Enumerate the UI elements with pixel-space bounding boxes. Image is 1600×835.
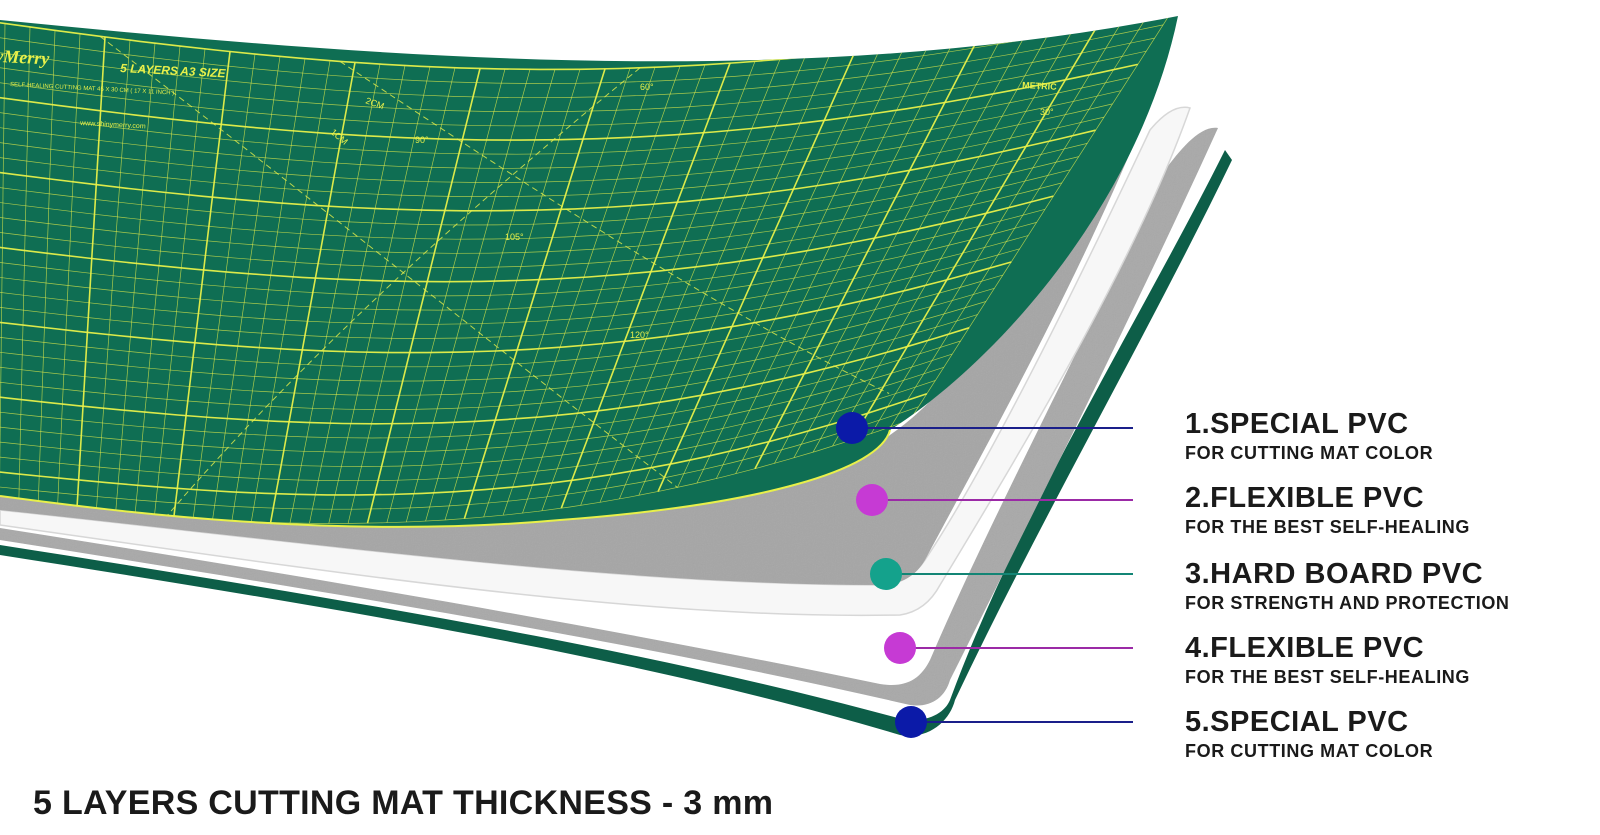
layer-5-subtitle: FOR CUTTING MAT COLOR	[1185, 741, 1434, 761]
mat-grid-line-horizontal	[0, 37, 1155, 113]
mat-grid-line-horizontal	[0, 208, 1046, 297]
layer-3-marker-dot	[870, 558, 902, 590]
layer-2-title: 2.FLEXIBLE PVC	[1185, 482, 1425, 514]
layer-1-subtitle: FOR CUTTING MAT COLOR	[1185, 443, 1434, 463]
mat-grid-line-horizontal	[0, 16, 1172, 84]
layer-2-subtitle: FOR THE BEST SELF-HEALING	[1185, 517, 1470, 537]
mat-grid-line-horizontal	[0, 261, 1012, 354]
layer-2-marker-dot	[856, 484, 888, 516]
mat-grid-line-horizontal	[0, 380, 936, 482]
mat-grid-line-horizontal	[0, 169, 1071, 254]
mat-website: www.shinymerry.com	[79, 120, 146, 130]
layer-3-label: 3.HARD BOARD PVC FOR STRENGTH AND PROTEC…	[1185, 558, 1510, 614]
layer-4-label: 4.FLEXIBLE PVC FOR THE BEST SELF-HEALING	[1185, 632, 1470, 688]
mat-grid-line-horizontal	[0, 392, 928, 496]
layer-4-marker-dot	[884, 632, 916, 664]
mat-grid-line-horizontal	[0, 24, 1164, 99]
layer-2-label: 2.FLEXIBLE PVC FOR THE BEST SELF-HEALING	[1185, 482, 1470, 538]
mat-angle-label: 30°	[1040, 107, 1054, 117]
thickness-caption: 5 LAYERS CUTTING MAT THICKNESS - 3 mm	[33, 784, 774, 822]
mat-surface-fill	[0, 16, 1178, 527]
mat-grid	[0, 16, 1178, 524]
mat-grid-line-horizontal	[0, 340, 961, 439]
mat-product-line: 5 LAYERS	[120, 61, 178, 78]
layer-5-label: 5.SPECIAL PVC FOR CUTTING MAT COLOR	[1185, 706, 1433, 762]
mat-grid-line-horizontal	[0, 287, 995, 382]
layer-5-title: 5.SPECIAL PVC	[1185, 706, 1409, 738]
mat-grid-line-horizontal	[0, 274, 1003, 368]
layer-4-subtitle: FOR THE BEST SELF-HEALING	[1185, 667, 1470, 687]
mat-grid-line-horizontal	[0, 314, 978, 410]
layer-1-mat-surface: ShinyMerry 5 LAYERS A3 SIZE SELF-HEALING…	[0, 16, 1178, 528]
layer-3-title: 3.HARD BOARD PVC	[1185, 558, 1484, 590]
mat-grid-line-horizontal	[0, 90, 1121, 169]
layer-5-marker-dot	[895, 706, 927, 738]
mat-angle-label: 90°	[415, 135, 429, 145]
mat-brand: ShinyMerry	[0, 44, 51, 69]
layer-3-subtitle: FOR STRENGTH AND PROTECTION	[1185, 593, 1510, 613]
mat-grid-line-horizontal	[0, 366, 944, 467]
mat-grid-line-horizontal	[0, 129, 1096, 212]
mat-grid-line-horizontal	[0, 222, 1037, 311]
mat-unit-label: METRIC	[1022, 80, 1057, 92]
mat-grid-line-horizontal	[0, 235, 1029, 325]
layer-callouts	[836, 412, 1133, 738]
mat-grid-line-horizontal	[0, 103, 1113, 183]
mat-angle-label: 120°	[630, 330, 649, 340]
mat-grid-line-horizontal	[0, 77, 1130, 155]
mat-grid-line-horizontal	[0, 353, 953, 453]
layer-1-marker-dot	[836, 412, 868, 444]
mat-angle-guide	[339, 60, 890, 394]
mat-angle-guide	[99, 35, 678, 488]
mat-edge-highlight	[0, 429, 891, 528]
mat-size-label: A3 SIZE	[179, 64, 227, 80]
mat-grid-line-horizontal	[0, 63, 1138, 141]
mat-grid-line-horizontal	[0, 301, 987, 396]
mat-angle-guide	[165, 67, 641, 518]
mat-grid-line-horizontal	[0, 248, 1020, 339]
mat-angle-label: 60°	[640, 82, 654, 92]
mat-angle-label: 105°	[505, 232, 524, 242]
mat-grid-line-horizontal	[0, 143, 1088, 226]
layer-4-title: 4.FLEXIBLE PVC	[1185, 632, 1425, 664]
mat-grid-line-horizontal	[0, 182, 1062, 268]
layer-1-label: 1.SPECIAL PVC FOR CUTTING MAT COLOR	[1185, 408, 1433, 464]
mat-grid-line-horizontal	[0, 406, 919, 510]
mat-grid-line-horizontal	[0, 156, 1079, 240]
layer-1-title: 1.SPECIAL PVC	[1185, 408, 1409, 440]
mat-grid-line-horizontal	[0, 195, 1054, 283]
mat-grid-line-horizontal	[0, 327, 970, 425]
mat-grid-line-horizontal	[0, 50, 1147, 127]
mat-grid-line-horizontal	[0, 116, 1105, 197]
